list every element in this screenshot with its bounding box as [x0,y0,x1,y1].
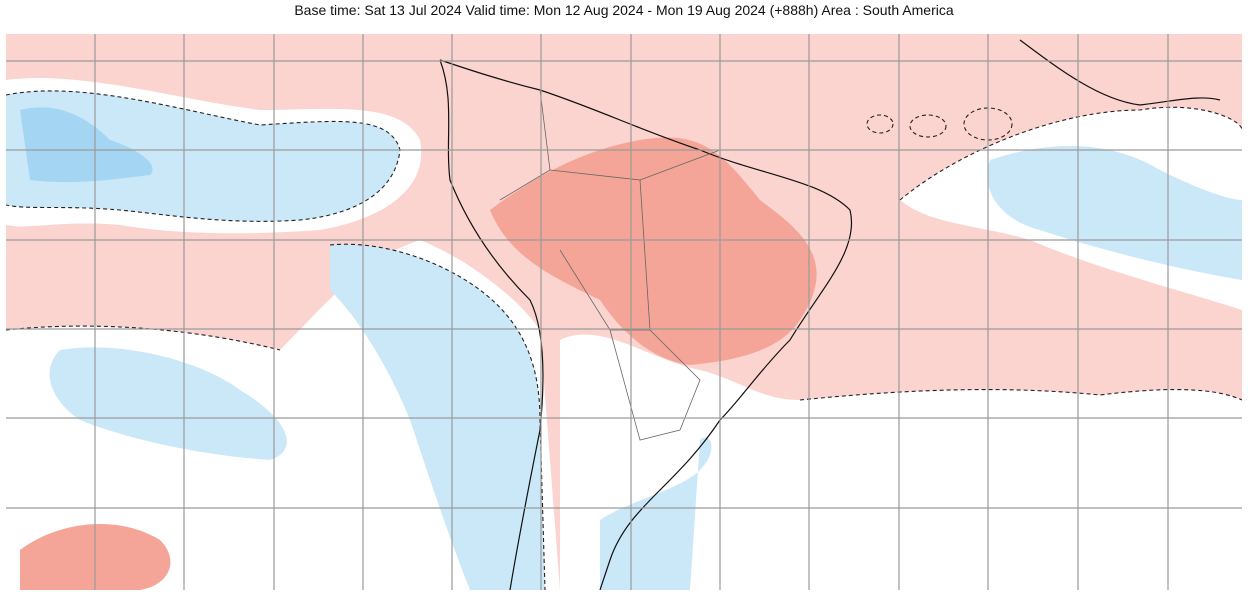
cool-anomaly [49,347,287,460]
warm-anomaly [490,137,817,365]
map-title: Base time: Sat 13 Jul 2024 Valid time: M… [294,2,954,18]
coastline [439,59,853,590]
graticule [6,34,1242,590]
cool-anomaly [600,437,712,590]
cool-anomaly [987,146,1242,280]
contour [799,388,1242,401]
contour [329,243,546,590]
contour [909,114,947,138]
borders [499,89,721,441]
cool-anomaly [6,90,400,222]
contour [899,106,1242,201]
cool-anomaly [330,244,545,590]
contour [866,114,894,134]
coastline [1019,39,1221,106]
contour [6,90,401,222]
strong-cool-anomaly [20,107,153,183]
neutral-zone [560,334,1242,590]
map-field [6,34,1242,590]
